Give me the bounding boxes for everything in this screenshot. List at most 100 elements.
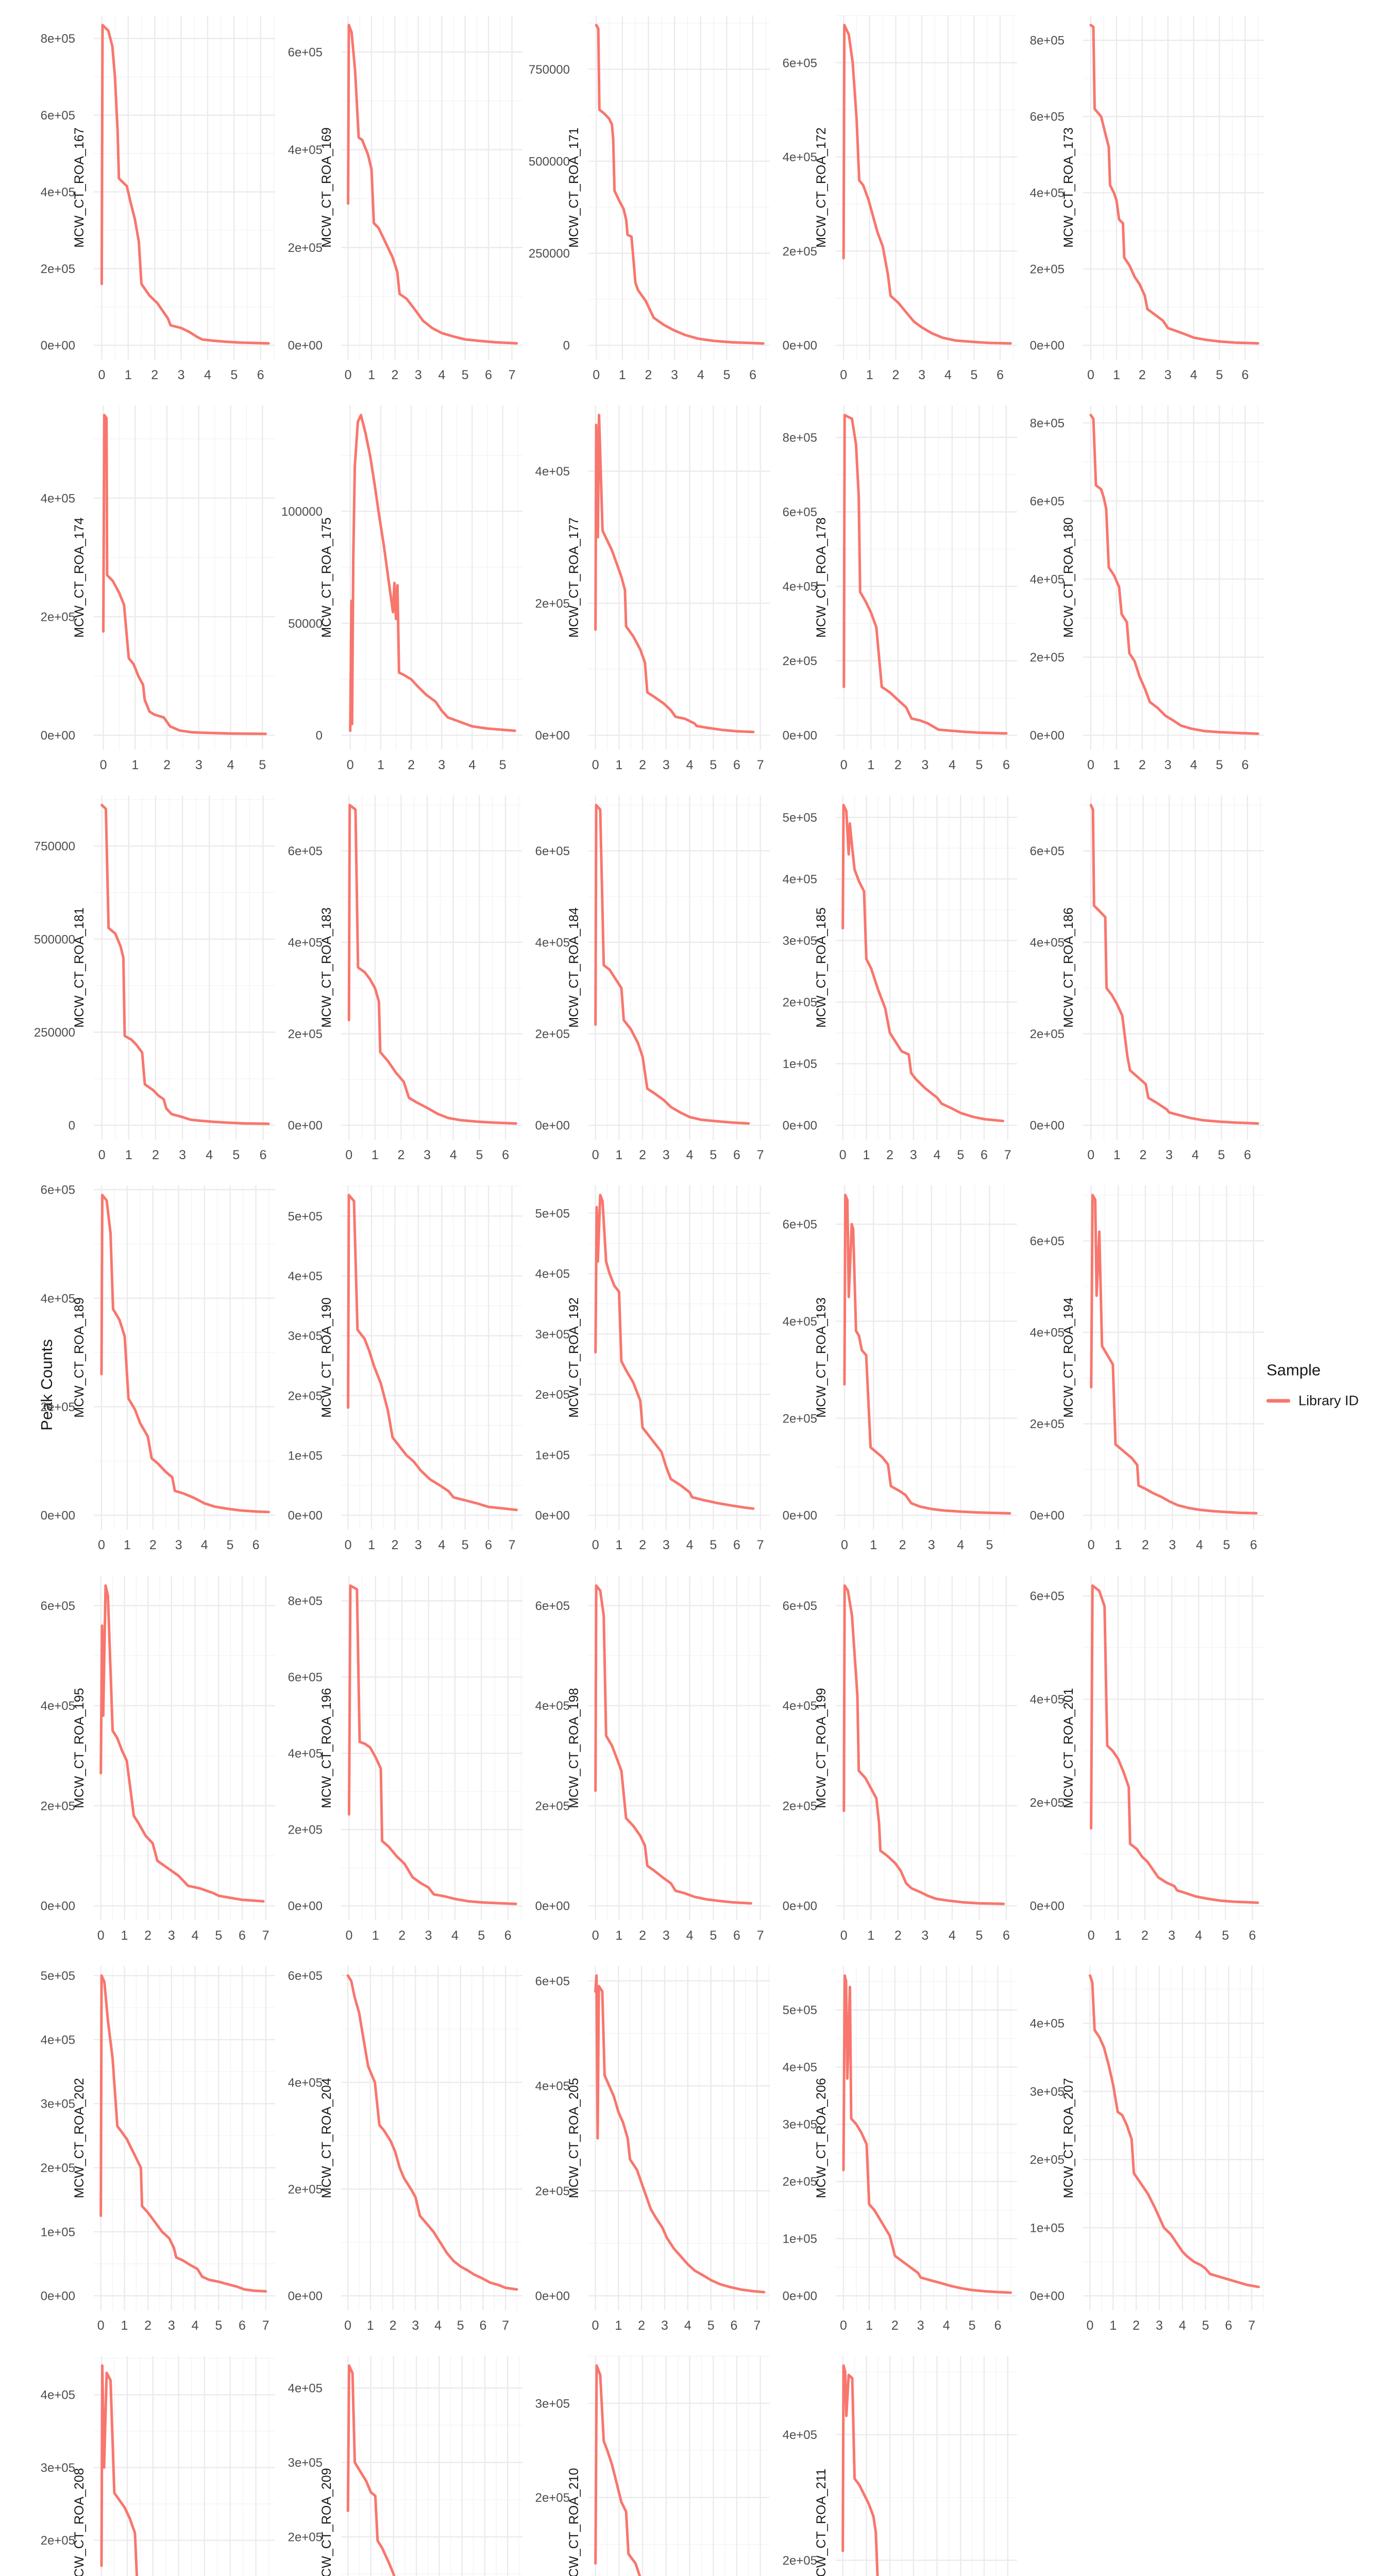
facet-MCW_CT_ROA_167: 0e+00 2e+05 4e+05 6e+05 8e+05 0 1 2 3 4 5 6 MCW_CT_R… xyxy=(30,7,277,397)
svg-text:2: 2 xyxy=(894,758,902,772)
svg-text:7: 7 xyxy=(502,2318,509,2333)
svg-text:3e+05: 3e+05 xyxy=(535,2397,570,2411)
facet-MCW_CT_ROA_206: 0e+00 1e+05 2e+05 3e+05 4e+05 5e+05 0 1 2 3 4 5 6 MCW… xyxy=(772,1958,1019,2348)
svg-text:1: 1 xyxy=(1113,368,1120,382)
svg-text:7: 7 xyxy=(1004,1148,1011,1162)
svg-text:2e+05: 2e+05 xyxy=(783,996,817,1010)
svg-text:5: 5 xyxy=(462,368,469,382)
svg-text:7: 7 xyxy=(262,1928,269,1943)
facet-MCW_CT_ROA_173: 0e+00 2e+05 4e+05 6e+05 8e+05 0 1 2 3 4 5 6 MCW_CT_R… xyxy=(1019,7,1266,397)
svg-text:6e+05: 6e+05 xyxy=(41,109,75,123)
svg-text:0: 0 xyxy=(1087,368,1094,382)
facet-MCW_CT_ROA_210: 0e+001e+052e+053e+0501234567MCW_CT_ROA_2… xyxy=(525,2348,772,2576)
facet-MCW_CT_ROA_186: 0e+00 2e+05 4e+05 6e+05 0 1 2 3 4 5 6 MCW_CT_ROA_18… xyxy=(1019,787,1266,1177)
svg-text:1: 1 xyxy=(867,758,874,772)
svg-text:4e+05: 4e+05 xyxy=(288,1747,323,1760)
svg-text:6e+05: 6e+05 xyxy=(288,1670,323,1684)
svg-text:1e+05: 1e+05 xyxy=(783,2232,817,2246)
facet-svg: 0e+00 2e+05 4e+05 6e+05 0 1 2 3 4 5 6 7 MCW_CT_ROA_1… xyxy=(288,15,522,382)
svg-text:6: 6 xyxy=(480,2318,487,2333)
svg-text:6e+05: 6e+05 xyxy=(288,1969,323,1983)
svg-text:2: 2 xyxy=(390,2318,397,2333)
svg-text:6: 6 xyxy=(1249,1928,1256,1943)
svg-text:2: 2 xyxy=(645,368,652,382)
svg-text:2: 2 xyxy=(144,1928,151,1943)
svg-text:5: 5 xyxy=(232,1148,240,1162)
svg-text:6: 6 xyxy=(239,1928,246,1943)
svg-text:5: 5 xyxy=(227,1538,234,1553)
svg-text:6e+05: 6e+05 xyxy=(1030,1234,1065,1248)
facet-svg: 0e+001e+052e+053e+0501234567MCW_CT_ROA_2… xyxy=(535,2355,770,2576)
svg-text:2e+05: 2e+05 xyxy=(783,1412,817,1426)
svg-text:2e+05: 2e+05 xyxy=(1030,651,1065,665)
svg-text:5: 5 xyxy=(215,2318,222,2333)
svg-text:6e+05: 6e+05 xyxy=(288,844,323,858)
svg-text:MCW_CT_ROA_210: MCW_CT_ROA_210 xyxy=(567,2468,581,2576)
svg-text:MCW_CT_ROA_205: MCW_CT_ROA_205 xyxy=(567,2078,581,2198)
facet-MCW_CT_ROA_204: 0e+00 2e+05 4e+05 6e+05 0 1 2 3 4 5 6 7 MCW_CT_ROA_2… xyxy=(277,1958,525,2348)
svg-text:2e+05: 2e+05 xyxy=(41,1799,75,1813)
svg-text:6e+05: 6e+05 xyxy=(1030,1589,1065,1603)
svg-text:5e+05: 5e+05 xyxy=(288,1210,323,1224)
svg-text:MCW_CT_ROA_174: MCW_CT_ROA_174 xyxy=(72,517,87,638)
svg-text:MCW_CT_ROA_195: MCW_CT_ROA_195 xyxy=(72,1688,87,1808)
facet-svg: 0e+00 2e+05 4e+05 6e+05 0 1 2 3 4 5 6 MCW_CT_ROA_19… xyxy=(783,1575,1017,1943)
svg-text:6: 6 xyxy=(733,1538,740,1553)
svg-text:MCW_CT_ROA_196: MCW_CT_ROA_196 xyxy=(319,1688,334,1808)
facet-svg: 0e+00 2e+05 4e+05 6e+05 0 1 2 3 4 5 6 MCW_CT_ROA_18… xyxy=(288,795,522,1162)
svg-text:1: 1 xyxy=(619,368,626,382)
svg-text:4: 4 xyxy=(434,2318,442,2333)
svg-text:6: 6 xyxy=(733,1928,740,1943)
svg-text:1e+05: 1e+05 xyxy=(535,1449,570,1463)
svg-text:4: 4 xyxy=(686,1538,694,1553)
svg-text:2e+05: 2e+05 xyxy=(288,1389,323,1403)
svg-text:3: 3 xyxy=(1168,1928,1175,1943)
facet-MCW_CT_ROA_195: 0e+00 2e+05 4e+05 6e+05 0 1 2 3 4 5 6 7 MCW_CT_ROA_1… xyxy=(30,1568,277,1958)
svg-text:2e+05: 2e+05 xyxy=(288,2530,323,2544)
svg-text:3e+05: 3e+05 xyxy=(288,1330,323,1344)
svg-text:MCW_CT_ROA_173: MCW_CT_ROA_173 xyxy=(1061,127,1076,247)
svg-text:6: 6 xyxy=(1250,1538,1257,1553)
svg-text:2: 2 xyxy=(639,1148,646,1162)
svg-text:2: 2 xyxy=(408,758,415,772)
svg-text:4e+05: 4e+05 xyxy=(1030,2016,1065,2030)
svg-text:4: 4 xyxy=(1190,368,1197,382)
facet-svg: 0e+00 2e+05 4e+05 0 1 2 3 4 5 MCW_CT_ROA_174 xyxy=(41,405,275,772)
svg-text:2e+05: 2e+05 xyxy=(1030,1796,1065,1810)
svg-text:1: 1 xyxy=(367,2318,374,2333)
svg-text:2: 2 xyxy=(152,1148,159,1162)
svg-text:4e+05: 4e+05 xyxy=(535,1267,570,1281)
svg-text:2: 2 xyxy=(1140,1148,1147,1162)
svg-text:4: 4 xyxy=(957,1538,964,1553)
svg-text:7: 7 xyxy=(757,758,764,772)
facet-MCW_CT_ROA_189: 0e+00 2e+05 4e+05 6e+05 0 1 2 3 4 5 6 MCW_CT_ROA_18… xyxy=(30,1177,277,1567)
svg-text:MCW_CT_ROA_206: MCW_CT_ROA_206 xyxy=(814,2078,829,2198)
svg-text:6: 6 xyxy=(733,1148,740,1162)
facet-svg: 0e+00 2e+05 4e+05 6e+05 0 1 2 3 4 5 6 MCW_CT_ROA_19… xyxy=(1030,1185,1264,1553)
svg-text:0: 0 xyxy=(345,1538,352,1553)
svg-text:5: 5 xyxy=(975,758,983,772)
svg-text:2e+05: 2e+05 xyxy=(783,2554,817,2568)
svg-text:2: 2 xyxy=(163,758,171,772)
svg-text:4: 4 xyxy=(451,1928,459,1943)
svg-text:7: 7 xyxy=(262,2318,269,2333)
svg-text:3: 3 xyxy=(424,1148,431,1162)
facet-MCW_CT_ROA_194: 0e+00 2e+05 4e+05 6e+05 0 1 2 3 4 5 6 MCW_CT_ROA_19… xyxy=(1019,1177,1266,1567)
svg-text:4e+05: 4e+05 xyxy=(41,2388,75,2402)
svg-text:3e+05: 3e+05 xyxy=(783,2117,817,2131)
facet-svg: 0e+00 2e+05 4e+05 6e+05 8e+05 0 1 2 3 4 5 6 MCW_CT_R… xyxy=(1030,405,1264,772)
svg-text:1: 1 xyxy=(867,1928,874,1943)
svg-text:4e+05: 4e+05 xyxy=(1030,1326,1065,1340)
svg-text:6e+05: 6e+05 xyxy=(535,844,570,858)
svg-text:5: 5 xyxy=(1202,2318,1209,2333)
svg-text:3: 3 xyxy=(671,368,678,382)
svg-text:500000: 500000 xyxy=(34,933,75,947)
svg-text:6e+05: 6e+05 xyxy=(288,45,323,59)
svg-text:2: 2 xyxy=(894,1928,902,1943)
svg-text:5: 5 xyxy=(1216,758,1223,772)
facet-svg: 0e+00 1e+05 2e+05 3e+05 4e+05 0 1 2 3 4 5 6 7 MCW_CT_… xyxy=(1030,1965,1264,2333)
svg-text:2e+05: 2e+05 xyxy=(288,2182,323,2196)
svg-text:0: 0 xyxy=(98,1148,106,1162)
svg-text:7: 7 xyxy=(757,1928,764,1943)
svg-text:3: 3 xyxy=(918,368,925,382)
